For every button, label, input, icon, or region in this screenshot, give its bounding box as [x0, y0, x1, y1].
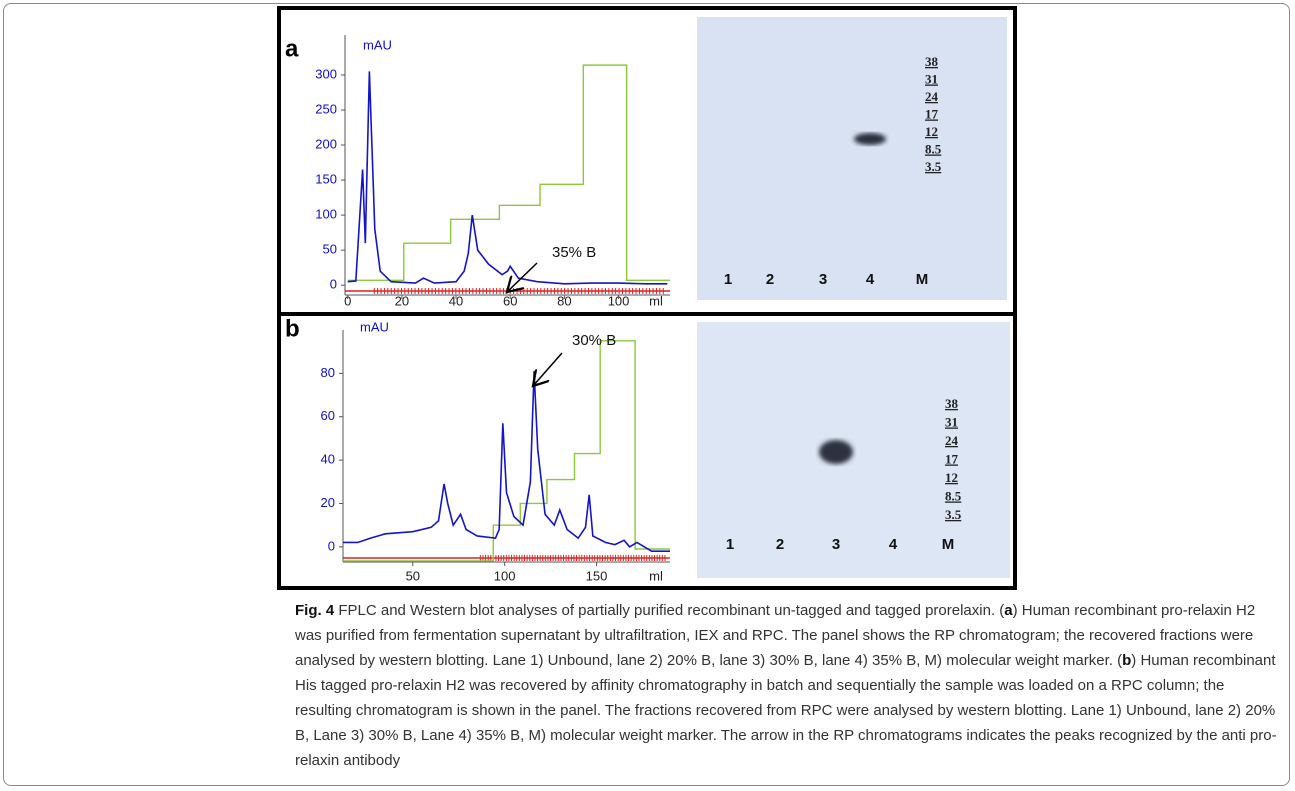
caption-text: Fig. 4 — [295, 602, 334, 619]
caption-text: a — [1004, 602, 1012, 619]
y-tick-label: 40 — [321, 452, 335, 467]
marker-label: 17 — [945, 451, 959, 466]
panel-letter: a — [285, 35, 299, 62]
page: {"panels":[ {"letter":"a", "chart_data":… — [0, 0, 1295, 791]
y-tick-label: 100 — [315, 207, 337, 222]
x-tick-label: 50 — [406, 568, 420, 583]
marker-label: 38 — [945, 396, 959, 411]
y-axis-label: mAU — [363, 37, 392, 52]
lane-label: 3 — [832, 536, 840, 553]
lane-label: 2 — [776, 536, 784, 553]
marker-label: 3.5 — [925, 159, 942, 174]
marker-label: 24 — [925, 89, 939, 104]
blot-b — [697, 322, 1010, 578]
y-tick-label: 150 — [315, 172, 337, 187]
x-tick-label: 100 — [494, 568, 516, 583]
y-tick-label: 250 — [315, 101, 337, 116]
y-tick-label: 20 — [321, 495, 335, 510]
y-tick-label: 0 — [330, 277, 337, 292]
trace — [343, 371, 670, 551]
marker-label: 31 — [925, 71, 938, 86]
y-tick-label: 300 — [315, 66, 337, 81]
y-tick-label: 200 — [315, 136, 337, 151]
marker-label: 3.5 — [945, 507, 962, 522]
y-tick-label: 60 — [321, 408, 335, 423]
marker-label: 17 — [925, 106, 939, 121]
blot-band — [854, 133, 886, 145]
trace — [343, 341, 670, 561]
blot-band — [819, 440, 853, 464]
blot-a — [697, 17, 1007, 300]
marker-label: 12 — [925, 124, 938, 139]
marker-label: 12 — [945, 470, 958, 485]
y-tick-label: 0 — [328, 538, 335, 553]
annotation-arrow — [533, 353, 562, 386]
marker-label: 8.5 — [945, 488, 962, 503]
lane-label: M — [916, 271, 929, 288]
marker-label: 38 — [925, 54, 939, 69]
caption: Fig. 4 FPLC and Western blot analyses of… — [295, 598, 1285, 773]
annotation: 30% B — [572, 332, 616, 349]
x-tick-label: 150 — [586, 568, 608, 583]
lane-label: 2 — [766, 271, 774, 288]
lane-label: 4 — [866, 271, 875, 288]
lane-label: 4 — [889, 536, 898, 553]
caption-text: ) Human recombinant His tagged pro-relax… — [295, 652, 1277, 769]
x-axis-label: ml — [649, 568, 663, 583]
marker-label: 31 — [945, 414, 958, 429]
lane-label: 1 — [724, 271, 732, 288]
y-tick-label: 80 — [321, 365, 335, 380]
caption-text: FPLC and Western blot analyses of partia… — [334, 602, 1004, 619]
trace — [348, 71, 668, 283]
annotation: 35% B — [552, 244, 596, 261]
lane-label: M — [942, 536, 955, 553]
trace — [348, 65, 670, 280]
marker-label: 24 — [945, 433, 959, 448]
caption-text: b — [1122, 652, 1131, 669]
lane-label: 3 — [819, 271, 827, 288]
lane-label: 1 — [726, 536, 734, 553]
x-axis-label: ml — [649, 293, 663, 308]
marker-label: 8.5 — [925, 141, 942, 156]
y-tick-label: 50 — [323, 242, 337, 257]
panel-letter: b — [285, 315, 300, 342]
y-axis-label: mAU — [360, 319, 389, 334]
